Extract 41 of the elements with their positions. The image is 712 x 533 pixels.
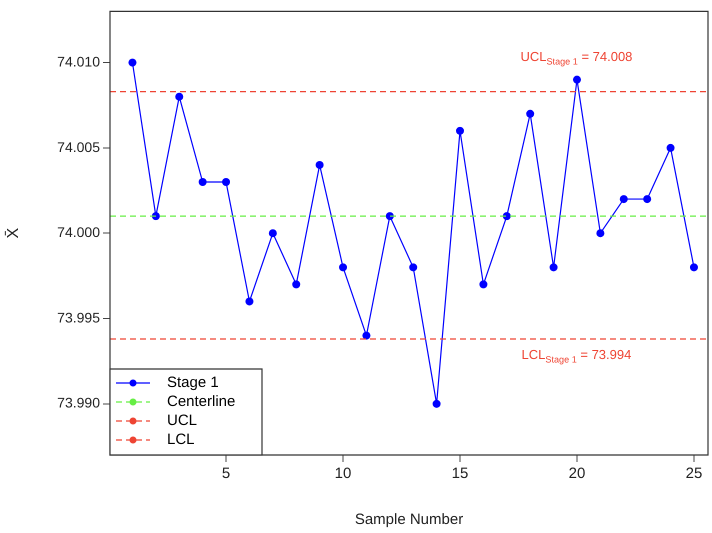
point	[479, 280, 488, 288]
point	[339, 263, 348, 272]
legend-label: LCL	[167, 431, 195, 448]
point	[409, 263, 418, 272]
point	[198, 178, 207, 186]
point	[316, 160, 324, 169]
legend-label: Stage 1	[167, 374, 219, 392]
point	[128, 58, 136, 67]
point	[690, 263, 698, 272]
point	[152, 212, 160, 220]
legend-label: UCL	[167, 412, 198, 430]
point	[432, 400, 441, 408]
point	[596, 229, 604, 238]
y-tick-label: 74.000	[57, 224, 100, 240]
point	[666, 144, 675, 152]
y-tick-label: 73.990	[57, 394, 100, 411]
point	[550, 263, 558, 272]
y-tick-label: 74.005	[57, 138, 100, 155]
point	[268, 229, 277, 238]
point	[222, 178, 230, 186]
x-tick-label: 10	[334, 465, 352, 482]
x-tick-label: 20	[568, 465, 586, 482]
point	[175, 92, 184, 101]
point	[643, 195, 652, 204]
point	[292, 280, 300, 288]
point	[502, 212, 511, 220]
point	[572, 76, 581, 84]
y-axis-title: X̄	[4, 228, 22, 239]
y-tick-label: 74.010	[57, 53, 100, 70]
x-tick-label: 15	[452, 465, 468, 482]
x-axis-title: Sample Number	[354, 511, 464, 528]
point	[386, 212, 394, 220]
point	[456, 126, 464, 135]
point	[245, 297, 254, 306]
point	[362, 332, 370, 340]
x-tick-label: 25	[686, 465, 702, 482]
point	[526, 110, 534, 118]
point	[620, 195, 628, 204]
x-tick-label: 5	[222, 465, 230, 482]
y-tick-label: 73.995	[57, 309, 100, 326]
legend-label: Centerline	[167, 393, 236, 410]
